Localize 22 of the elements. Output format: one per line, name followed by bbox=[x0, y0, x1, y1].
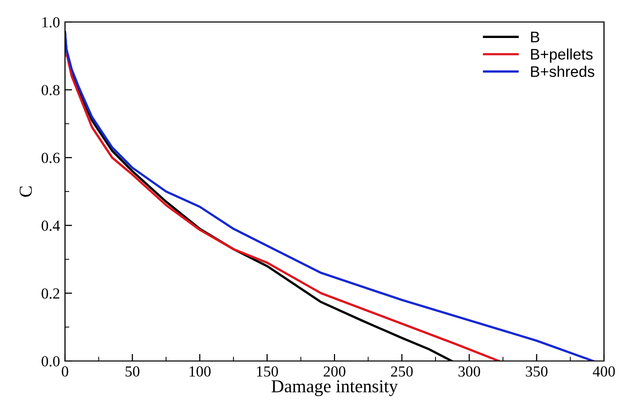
y-tick-label: 0.6 bbox=[42, 152, 60, 164]
y-axis-title: C bbox=[20, 186, 32, 197]
y-tick-label: 0.8 bbox=[42, 84, 60, 96]
y-tick-label: 0.2 bbox=[42, 288, 60, 299]
x-tick-label: 400 bbox=[592, 366, 615, 377]
x-tick-label: 300 bbox=[458, 366, 480, 377]
legend-label: B+pellets bbox=[531, 48, 593, 63]
y-tick-label: 0.0 bbox=[42, 356, 60, 367]
x-tick-label: 0 bbox=[62, 366, 68, 377]
x-tick-label: 250 bbox=[391, 366, 413, 377]
x-tick-label: 150 bbox=[257, 366, 278, 377]
x-tick-label: 100 bbox=[190, 366, 211, 377]
x-tick-label: 200 bbox=[324, 366, 346, 377]
legend-label: B+shreds bbox=[531, 66, 594, 77]
line-series bbox=[65, 51, 500, 361]
x-axis-title: Damage intensity bbox=[272, 380, 398, 396]
y-tick-label: 0.4 bbox=[42, 220, 60, 231]
line-series bbox=[65, 31, 594, 361]
y-tick-label: 1.0 bbox=[42, 17, 60, 28]
legend-label: B bbox=[531, 32, 540, 42]
x-tick-label: 50 bbox=[126, 366, 140, 377]
x-tick-label: 350 bbox=[526, 366, 548, 377]
